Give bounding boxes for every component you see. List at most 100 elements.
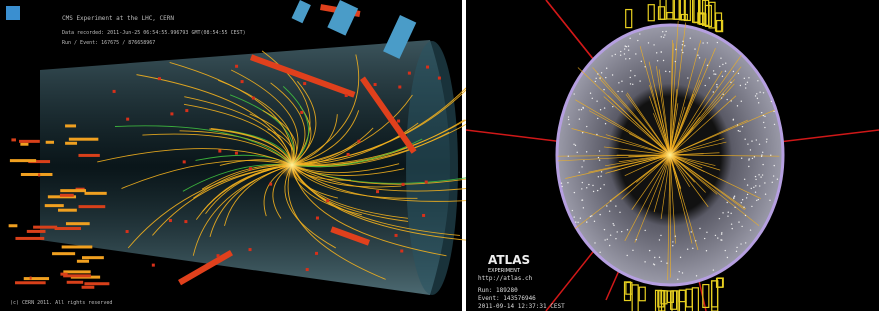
hit [713, 91, 714, 92]
hit [10, 159, 36, 162]
hit [739, 131, 740, 132]
hit [579, 118, 580, 119]
hit [235, 65, 238, 68]
hit [573, 144, 574, 145]
hit [624, 48, 625, 49]
atlas-run: Run: 189280 [478, 287, 518, 294]
hit [717, 237, 718, 238]
hit [728, 212, 729, 213]
hit [659, 239, 660, 240]
hit [252, 97, 255, 100]
hit [316, 217, 319, 220]
hit [376, 190, 379, 193]
hit [582, 199, 583, 200]
hit [740, 85, 741, 86]
hit [699, 228, 700, 229]
hit [742, 126, 743, 127]
hit [764, 116, 765, 117]
hit [644, 261, 645, 262]
hit [84, 282, 109, 285]
hit [762, 164, 763, 165]
hit [722, 64, 723, 65]
hit [581, 109, 582, 110]
event-displays: CMS Experiment at the LHC, CERN Data rec… [0, 0, 879, 311]
hit [169, 219, 172, 222]
hit [60, 194, 74, 197]
hit [727, 202, 728, 203]
hit [598, 176, 599, 177]
hit [598, 157, 599, 158]
hit [756, 139, 757, 140]
hit [684, 45, 685, 46]
hit [687, 77, 688, 78]
hit [680, 257, 681, 258]
hit [755, 176, 756, 177]
hit [707, 65, 708, 66]
hit [756, 200, 757, 201]
hit [756, 93, 757, 94]
hit [158, 77, 161, 80]
hit [582, 132, 583, 133]
hit [730, 213, 731, 214]
hit [590, 216, 591, 217]
hit [719, 218, 720, 219]
hit [21, 173, 53, 176]
hit [738, 73, 739, 74]
hit [19, 140, 40, 143]
hit [745, 84, 746, 85]
hit [599, 159, 600, 160]
hit [744, 78, 745, 79]
hit [733, 198, 734, 199]
hit [747, 82, 748, 83]
hit [745, 242, 746, 243]
hit [590, 93, 591, 94]
hit [757, 98, 758, 99]
hit [682, 52, 683, 53]
hit [730, 82, 731, 83]
hit [675, 61, 676, 62]
hit [583, 207, 584, 208]
hit [765, 194, 766, 195]
hit [30, 277, 32, 280]
cms-run-event: Run / Event: 167675 / 876658967 [62, 40, 155, 46]
hit [11, 138, 16, 141]
hit [627, 229, 628, 230]
atlas-event: Event: 143576946 [478, 295, 536, 302]
hit [582, 107, 583, 108]
hit [726, 99, 727, 100]
hit [761, 156, 762, 157]
hit [694, 48, 695, 49]
hit [581, 188, 582, 189]
hit [725, 62, 726, 63]
hit [586, 221, 587, 222]
hit [704, 238, 705, 239]
atlas-subtitle: EXPERIMENT [488, 268, 521, 274]
hit [621, 80, 622, 81]
hit [648, 42, 649, 43]
hit [747, 184, 748, 185]
hit [605, 77, 606, 78]
hit [617, 91, 618, 92]
hit [644, 66, 645, 67]
atlas-logo: ATLAS [488, 253, 530, 267]
hit [721, 233, 722, 234]
barrel-end [406, 41, 458, 295]
hit [65, 142, 77, 145]
hit [751, 188, 752, 189]
hit [734, 207, 735, 208]
hit [721, 232, 722, 233]
hit [751, 140, 752, 141]
hit [586, 187, 587, 188]
hit [611, 55, 612, 56]
hit [733, 197, 734, 198]
hit [719, 66, 720, 67]
hit [737, 124, 738, 125]
hit [706, 250, 707, 251]
hit [641, 61, 642, 62]
hit [741, 101, 742, 102]
hit [625, 58, 626, 59]
hit [82, 256, 104, 259]
hit [576, 152, 577, 153]
hit [722, 76, 723, 77]
cms-logo [6, 6, 20, 20]
